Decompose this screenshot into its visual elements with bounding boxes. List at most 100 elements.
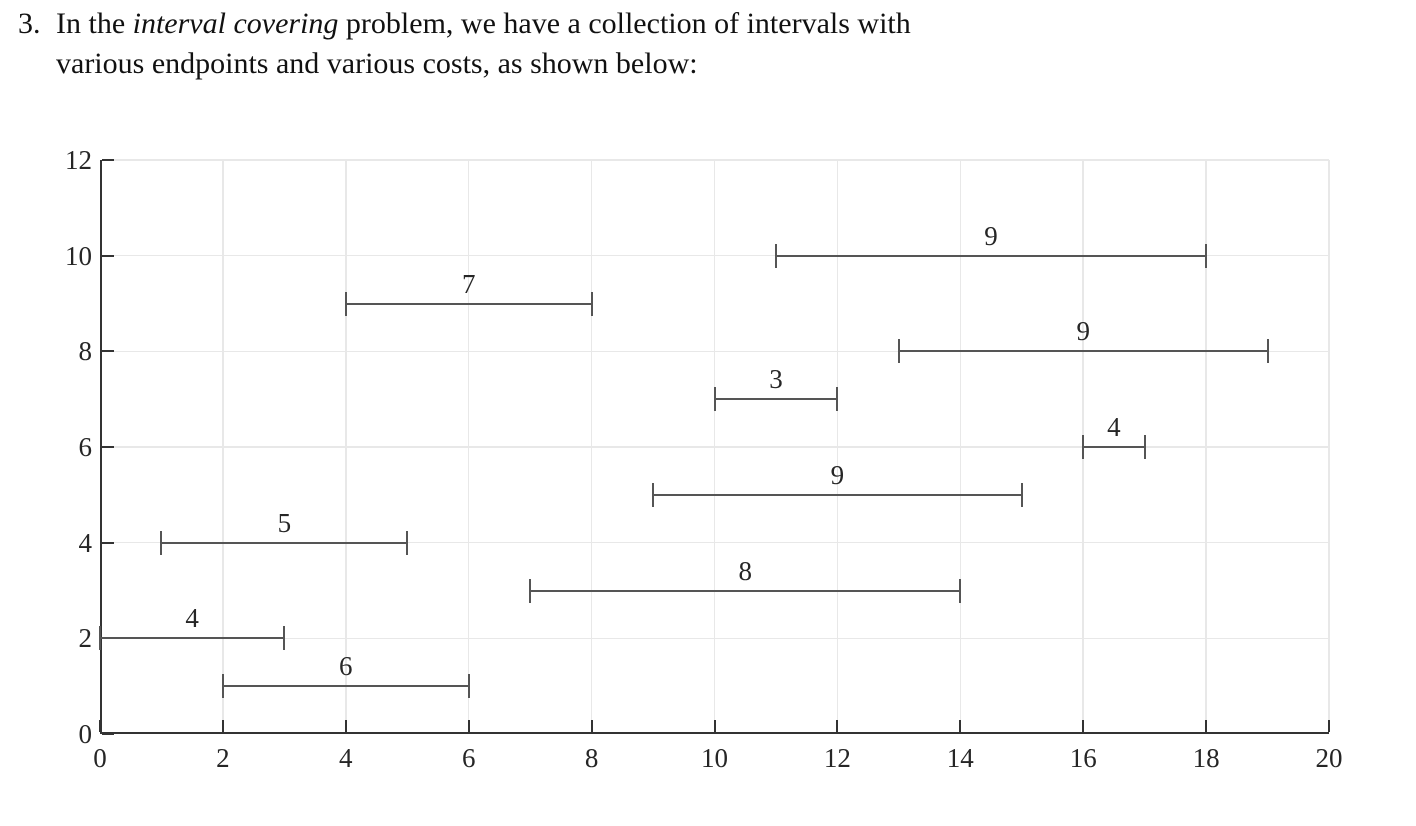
- interval-endpoint-cap-left: [774, 243, 777, 268]
- y-axis: [100, 160, 102, 734]
- y-tick-mark: [102, 733, 114, 735]
- interval-endpoint-cap-left: [221, 674, 224, 699]
- interval-segment: [345, 302, 592, 305]
- x-gridline: [222, 160, 224, 732]
- x-tick-label: 20: [1315, 743, 1343, 773]
- interval-endpoint-cap-right: [590, 291, 593, 316]
- y-tick-mark: [102, 541, 114, 544]
- y-tick-label: 8: [78, 336, 93, 367]
- y-tick-mark: [102, 350, 114, 353]
- interval-endpoint-cap-right: [959, 578, 962, 603]
- interval-segment: [100, 637, 285, 640]
- interval-endpoint-cap-left: [713, 387, 716, 412]
- interval-segment: [222, 685, 469, 688]
- interval-cost-label: 3: [769, 364, 783, 395]
- interval-endpoint-cap-left: [529, 578, 532, 603]
- x-tick-mark: [836, 720, 839, 732]
- x-tick-mark: [713, 720, 716, 732]
- interval-cost-label: 9: [984, 220, 998, 251]
- x-tick-label: 8: [584, 743, 599, 773]
- interval-endpoint-cap-right: [1143, 435, 1146, 459]
- y-tick-label: 6: [78, 432, 93, 462]
- x-gridline: [590, 160, 593, 732]
- interval-segment: [530, 589, 961, 592]
- x-tick-mark: [467, 720, 470, 732]
- x-tick-mark: [1082, 720, 1085, 732]
- problem-statement: 3. In the interval covering problem, we …: [18, 4, 1136, 84]
- interval-endpoint-cap-right: [1020, 482, 1023, 507]
- interval-endpoint-cap-left: [897, 339, 900, 364]
- problem-text-line1-after: problem, we have a collection of interva…: [338, 7, 911, 40]
- interval-segment: [898, 350, 1268, 353]
- interval-endpoint-cap-right: [406, 530, 409, 555]
- x-tick-mark: [99, 720, 101, 732]
- y-gridline: [102, 541, 1329, 544]
- y-tick-mark: [102, 159, 114, 161]
- interval-cost-label: 5: [277, 507, 292, 538]
- interval-endpoint-cap-left: [652, 482, 655, 507]
- x-tick-mark: [1205, 720, 1208, 732]
- interval-endpoint-cap-left: [1082, 435, 1085, 459]
- interval-cost-label: 8: [738, 555, 752, 586]
- y-tick-label: 10: [65, 240, 92, 271]
- x-tick-label: 18: [1192, 743, 1220, 773]
- x-tick-label: 6: [461, 743, 476, 773]
- y-tick-mark: [102, 446, 114, 448]
- x-tick-label: 12: [823, 743, 851, 773]
- problem-text-line1-before: In the: [56, 7, 133, 40]
- y-tick-mark: [102, 254, 114, 257]
- interval-endpoint-cap-right: [1266, 339, 1269, 364]
- y-gridline: [102, 637, 1329, 640]
- problem-term-italic: interval covering: [132, 7, 339, 40]
- interval-segment: [775, 254, 1207, 257]
- interval-endpoint-cap-right: [467, 674, 470, 699]
- interval-cost-label: 9: [1076, 316, 1090, 347]
- x-axis: [100, 732, 1329, 734]
- interval-segment: [714, 398, 838, 401]
- y-gridline: [102, 446, 1329, 448]
- x-tick-mark: [344, 720, 347, 732]
- x-gridline: [713, 160, 716, 732]
- y-gridline: [102, 159, 1329, 161]
- interval-cost-label: 4: [1107, 412, 1121, 442]
- interval-endpoint-cap-right: [283, 626, 286, 651]
- x-tick-label: 14: [946, 743, 974, 773]
- y-gridline: [102, 350, 1329, 353]
- interval-cost-label: 6: [339, 651, 353, 682]
- interval-endpoint-cap-left: [160, 530, 163, 555]
- interval-endpoint-cap-left: [99, 626, 101, 651]
- x-gridline: [345, 160, 347, 732]
- x-tick-label: 4: [339, 743, 353, 773]
- interval-chart: 0 2 4 6 8 10 12 14 16 18 20 0 2 4 6 8 10 12 9 7 9 3 4 9 5 8 4 6: [65, 147, 1343, 772]
- x-tick-label: 10: [701, 743, 728, 773]
- interval-cost-label: 7: [461, 268, 476, 299]
- y-tick-label: 0: [78, 719, 93, 749]
- x-gridline: [1328, 160, 1330, 732]
- x-tick-label: 2: [216, 743, 230, 773]
- x-tick-label: 16: [1069, 743, 1097, 773]
- interval-endpoint-cap-right: [1205, 243, 1208, 268]
- problem-text-line2: various endpoints and various costs, as …: [56, 47, 698, 80]
- interval-cost-label: 9: [830, 459, 845, 490]
- x-tick-label: 0: [93, 743, 107, 773]
- y-tick-label: 2: [78, 623, 93, 654]
- plot-area: 0 2 4 6 8 10 12 14 16 18 20 0 2 4 6 8 10 12 9 7 9 3 4 9 5 8 4 6: [65, 147, 1343, 772]
- y-tick-label: 4: [78, 527, 93, 558]
- problem-text: In the interval covering problem, we hav…: [56, 4, 1136, 84]
- x-gridline: [467, 160, 470, 732]
- x-tick-mark: [959, 720, 962, 732]
- problem-number: 3.: [18, 7, 41, 40]
- x-gridline: [1205, 160, 1207, 732]
- interval-endpoint-cap-right: [836, 387, 839, 412]
- problem-text-line1: In the interval covering problem, we hav…: [56, 4, 1136, 44]
- x-tick-mark: [1328, 720, 1330, 732]
- interval-segment: [1083, 446, 1145, 448]
- interval-segment: [653, 493, 1022, 496]
- y-gridline: [102, 254, 1329, 257]
- x-tick-mark: [221, 720, 224, 732]
- interval-cost-label: 4: [185, 603, 199, 634]
- x-gridline: [836, 160, 839, 732]
- x-gridline: [959, 160, 962, 732]
- interval-segment: [161, 541, 408, 544]
